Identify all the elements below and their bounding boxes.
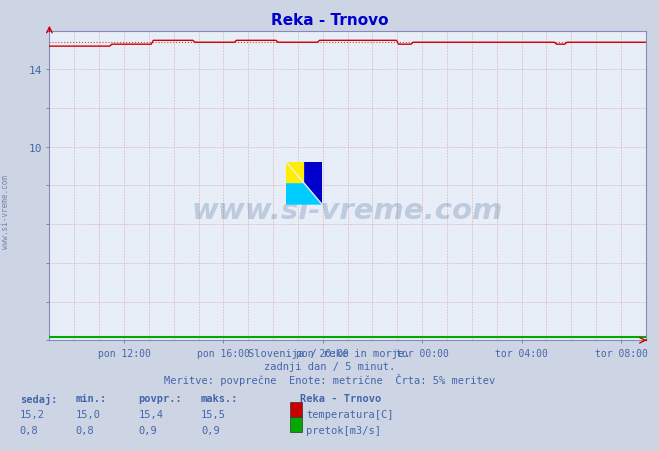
Text: zadnji dan / 5 minut.: zadnji dan / 5 minut. (264, 361, 395, 371)
Text: www.si-vreme.com: www.si-vreme.com (1, 175, 10, 249)
Text: www.si-vreme.com: www.si-vreme.com (192, 197, 503, 225)
Text: Slovenija / reke in morje.: Slovenija / reke in morje. (248, 348, 411, 358)
Polygon shape (286, 162, 304, 184)
Text: Reka - Trnovo: Reka - Trnovo (271, 13, 388, 28)
Text: 15,5: 15,5 (201, 410, 226, 419)
Text: Reka - Trnovo: Reka - Trnovo (300, 393, 381, 403)
Text: povpr.:: povpr.: (138, 393, 182, 403)
Text: sedaj:: sedaj: (20, 393, 57, 404)
Text: 0,8: 0,8 (76, 425, 94, 435)
Text: 15,4: 15,4 (138, 410, 163, 419)
Polygon shape (286, 184, 322, 205)
Text: pretok[m3/s]: pretok[m3/s] (306, 425, 382, 435)
Polygon shape (304, 162, 322, 205)
Text: maks.:: maks.: (201, 393, 239, 403)
Text: 0,8: 0,8 (20, 425, 38, 435)
Text: Meritve: povprečne  Enote: metrične  Črta: 5% meritev: Meritve: povprečne Enote: metrične Črta:… (164, 373, 495, 386)
Text: min.:: min.: (76, 393, 107, 403)
Text: 15,2: 15,2 (20, 410, 45, 419)
Text: temperatura[C]: temperatura[C] (306, 410, 394, 419)
Text: 0,9: 0,9 (138, 425, 157, 435)
Text: 15,0: 15,0 (76, 410, 101, 419)
Text: 0,9: 0,9 (201, 425, 219, 435)
